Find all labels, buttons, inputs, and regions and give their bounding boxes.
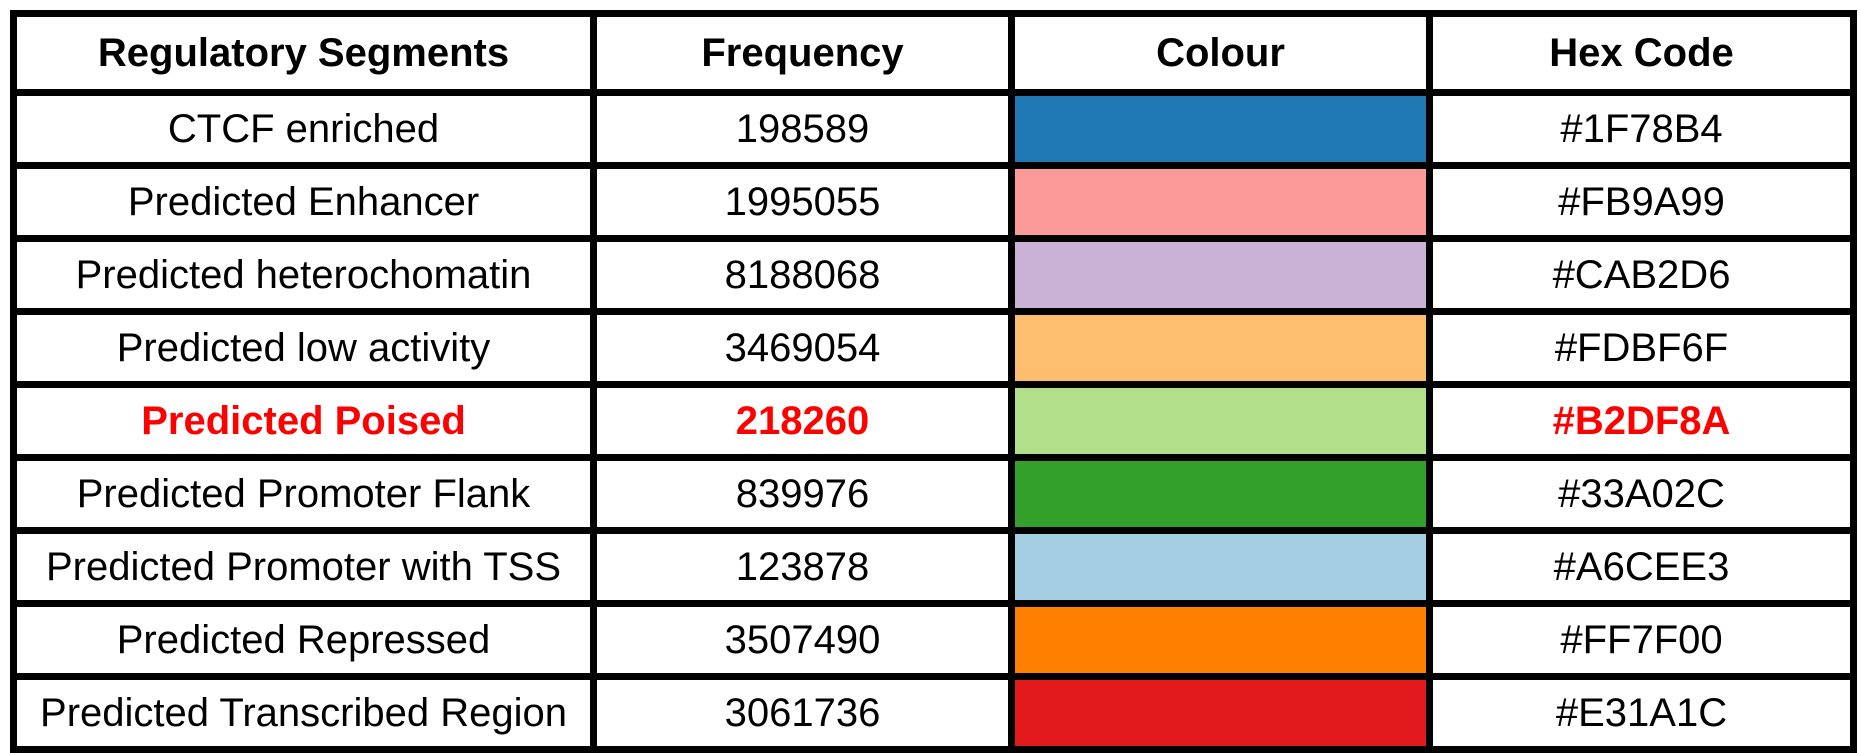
segment-name-cell: Predicted heterochomatin (10, 235, 597, 315)
header-hex-code: Hex Code (1426, 10, 1857, 96)
segment-name-cell: Predicted Enhancer (10, 162, 597, 242)
frequency-cell: 3061736 (590, 673, 1015, 753)
colour-swatch-cell (1008, 162, 1433, 242)
colour-swatch-cell (1008, 673, 1433, 753)
segment-name-cell: Predicted Poised (10, 381, 597, 461)
table-row: Predicted Promoter with TSS 123878 #A6CE… (10, 527, 1857, 607)
colour-swatch (1018, 610, 1423, 670)
hex-code-cell: #33A02C (1426, 454, 1857, 534)
colour-swatch-cell (1008, 454, 1433, 534)
colour-swatch (1018, 99, 1423, 159)
frequency-cell: 1995055 (590, 162, 1015, 242)
hex-code-cell: #FF7F00 (1426, 600, 1857, 680)
colour-swatch (1018, 245, 1423, 305)
header-regulatory-segments: Regulatory Segments (10, 10, 597, 96)
colour-swatch-cell (1008, 235, 1433, 315)
frequency-cell: 839976 (590, 454, 1015, 534)
hex-code-cell: #CAB2D6 (1426, 235, 1857, 315)
header-frequency: Frequency (590, 10, 1015, 96)
table-row: Predicted Promoter Flank 839976 #33A02C (10, 454, 1857, 534)
colour-swatch-cell (1008, 527, 1433, 607)
segment-name-cell: Predicted Promoter Flank (10, 454, 597, 534)
table-row: Predicted Repressed 3507490 #FF7F00 (10, 600, 1857, 680)
table-row: Predicted low activity 3469054 #FDBF6F (10, 308, 1857, 388)
table-row: Predicted Enhancer 1995055 #FB9A99 (10, 162, 1857, 242)
colour-swatch-cell (1008, 89, 1433, 169)
table-body: CTCF enriched 198589 #1F78B4 Predicted E… (10, 89, 1857, 753)
frequency-cell: 8188068 (590, 235, 1015, 315)
colour-swatch (1018, 391, 1423, 451)
colour-swatch (1018, 172, 1423, 232)
frequency-cell: 218260 (590, 381, 1015, 461)
segment-name-cell: Predicted Transcribed Region (10, 673, 597, 753)
segment-name-cell: Predicted Promoter with TSS (10, 527, 597, 607)
colour-swatch-cell (1008, 600, 1433, 680)
hex-code-cell: #A6CEE3 (1426, 527, 1857, 607)
table-row: Predicted Transcribed Region 3061736 #E3… (10, 673, 1857, 753)
segment-name-cell: CTCF enriched (10, 89, 597, 169)
segment-name-cell: Predicted Repressed (10, 600, 597, 680)
regulatory-segments-table-container: Regulatory Segments Frequency Colour Hex… (10, 10, 1857, 753)
colour-swatch-cell (1008, 308, 1433, 388)
hex-code-cell: #1F78B4 (1426, 89, 1857, 169)
hex-code-cell: #E31A1C (1426, 673, 1857, 753)
colour-swatch (1018, 318, 1423, 378)
colour-swatch (1018, 537, 1423, 597)
header-colour: Colour (1008, 10, 1433, 96)
hex-code-cell: #FDBF6F (1426, 308, 1857, 388)
frequency-cell: 198589 (590, 89, 1015, 169)
colour-swatch-cell (1008, 381, 1433, 461)
hex-code-cell: #FB9A99 (1426, 162, 1857, 242)
hex-code-cell: #B2DF8A (1426, 381, 1857, 461)
colour-swatch (1018, 683, 1423, 743)
segment-name-cell: Predicted low activity (10, 308, 597, 388)
table-row-highlighted: Predicted Poised 218260 #B2DF8A (10, 381, 1857, 461)
table-row: Predicted heterochomatin 8188068 #CAB2D6 (10, 235, 1857, 315)
frequency-cell: 3469054 (590, 308, 1015, 388)
regulatory-segments-table: Regulatory Segments Frequency Colour Hex… (10, 10, 1857, 753)
frequency-cell: 123878 (590, 527, 1015, 607)
table-row: CTCF enriched 198589 #1F78B4 (10, 89, 1857, 169)
colour-swatch (1018, 464, 1423, 524)
frequency-cell: 3507490 (590, 600, 1015, 680)
header-row: Regulatory Segments Frequency Colour Hex… (10, 10, 1857, 96)
